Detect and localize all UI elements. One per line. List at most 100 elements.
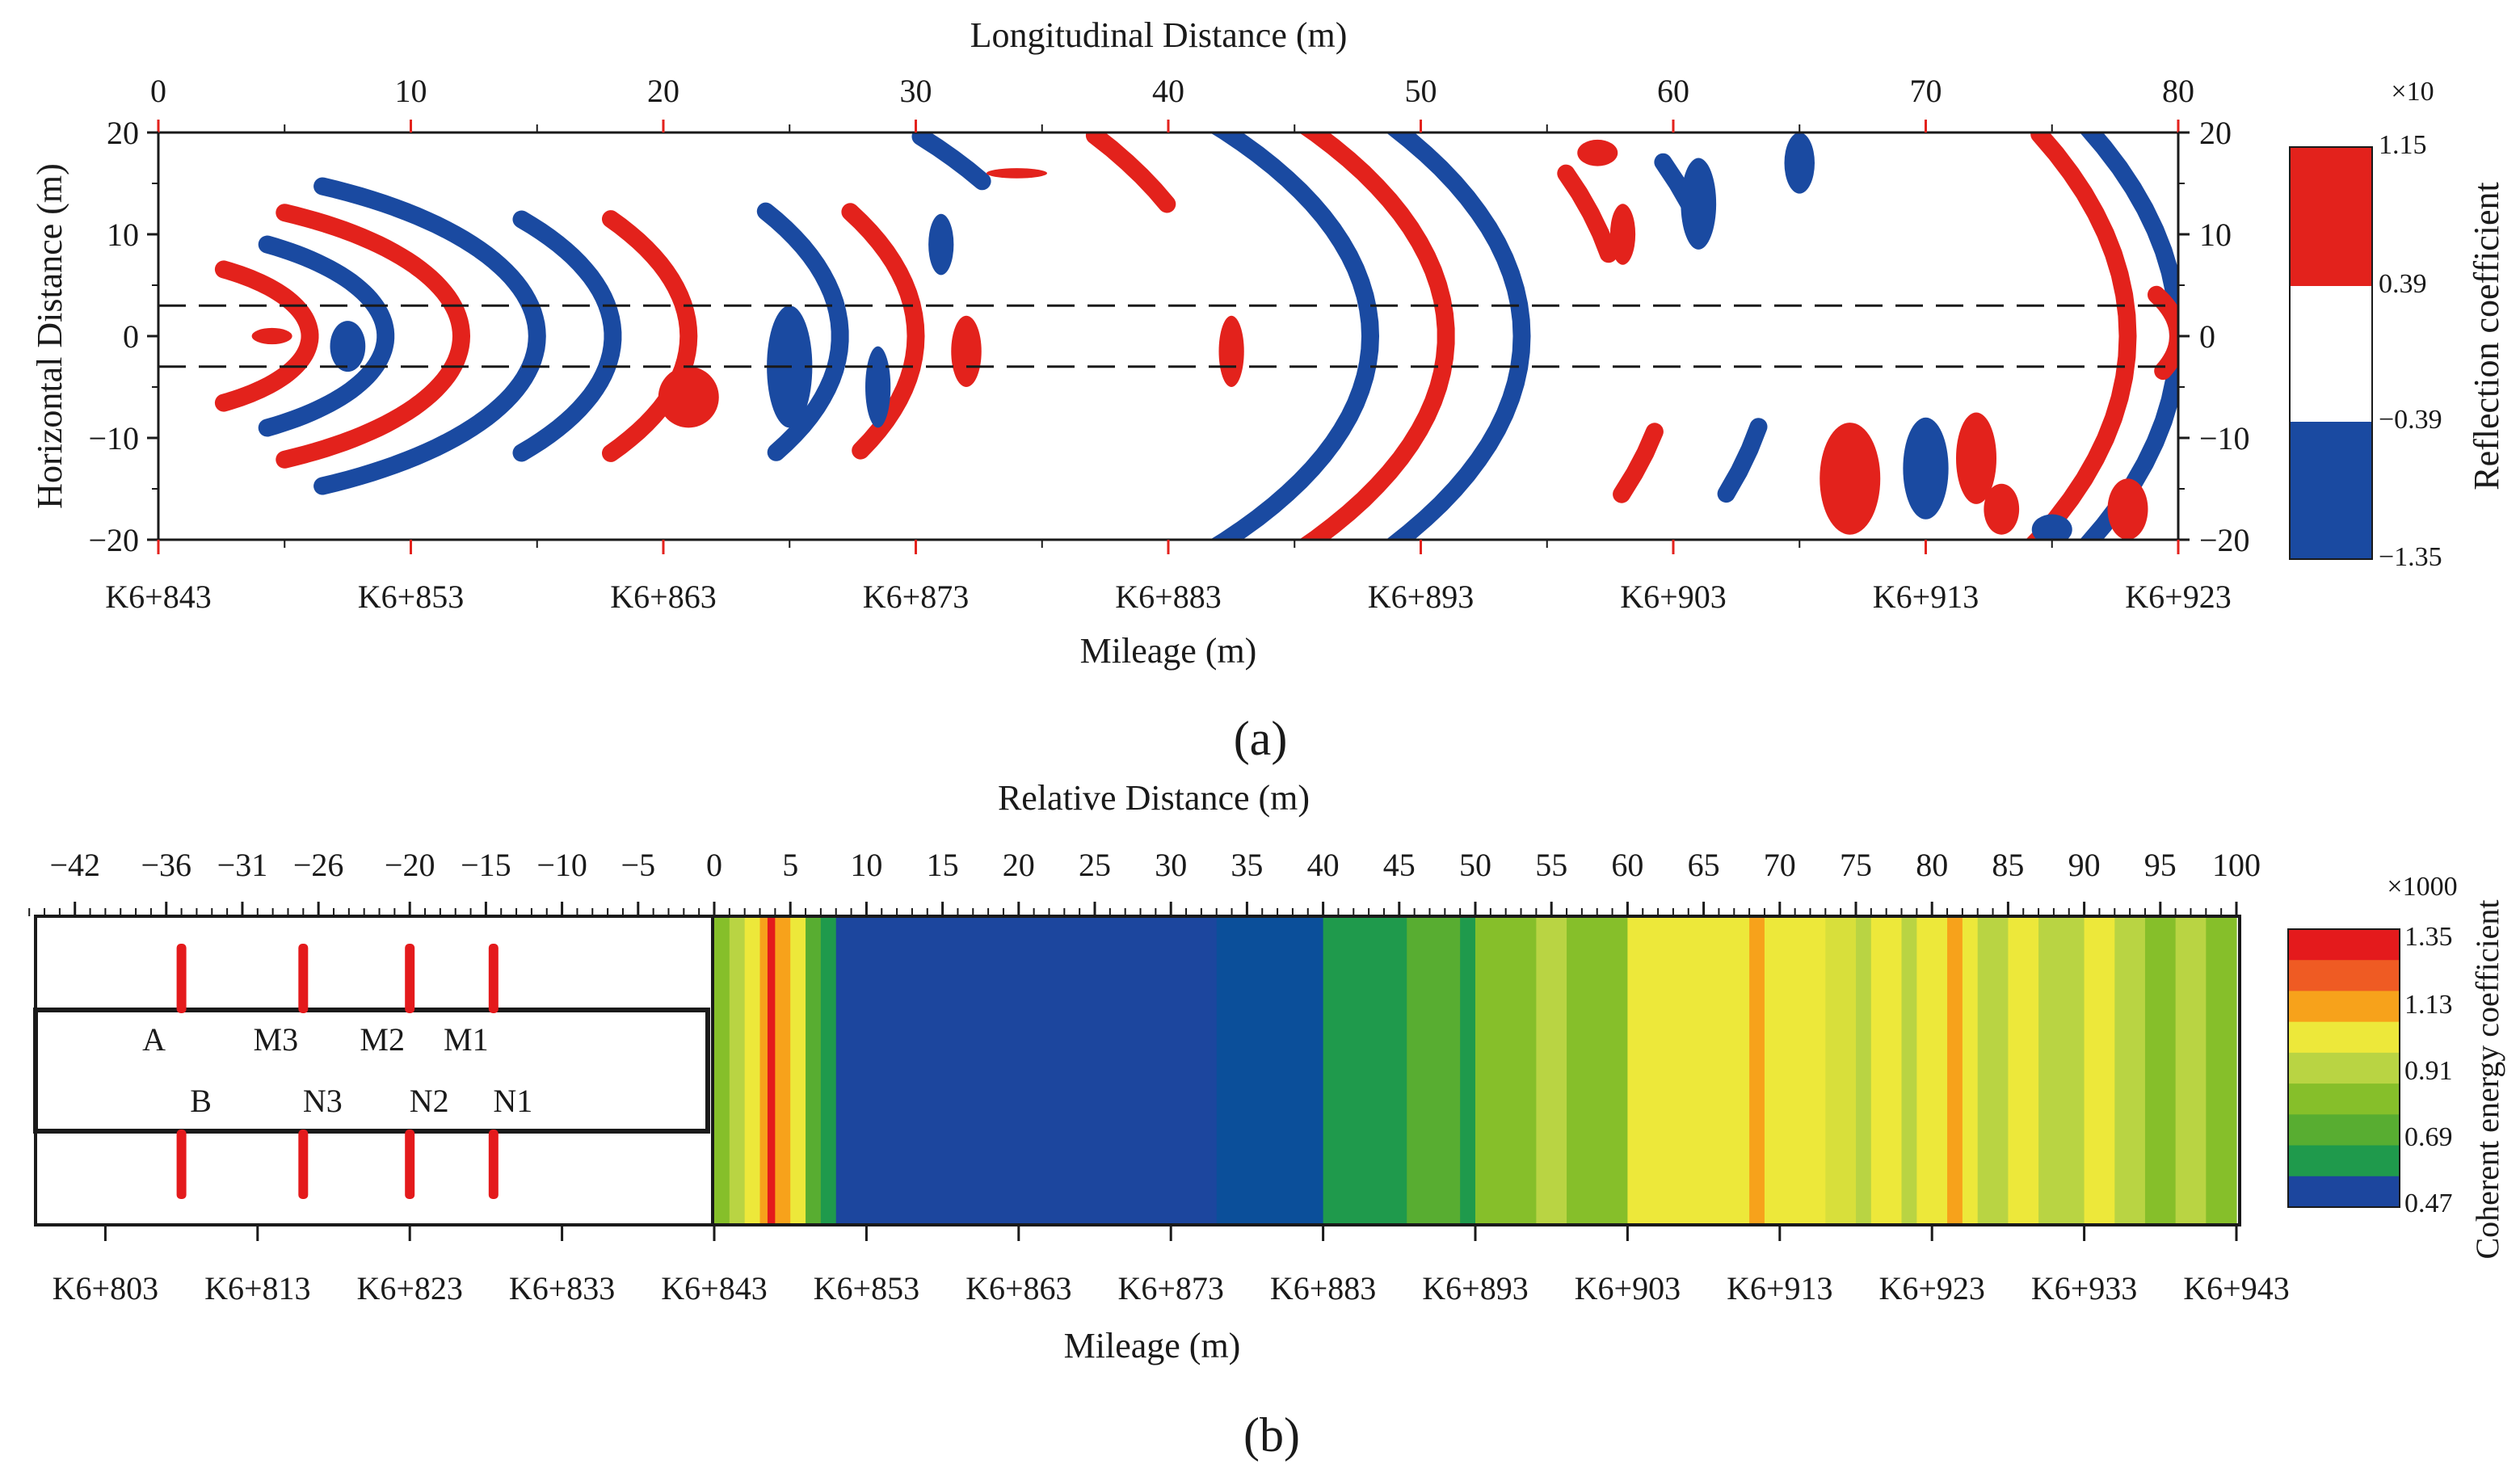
- energy-strip: [1407, 916, 1461, 1225]
- negative-reflection-blob: [1784, 133, 1815, 194]
- sensor-marker-top: [298, 944, 309, 1013]
- energy-strip: [1536, 916, 1567, 1225]
- energy-strip: [1977, 916, 2009, 1225]
- panel-b-label: (b): [1243, 1408, 1300, 1462]
- colorbar-a-tick-label: −1.35: [2379, 542, 2442, 572]
- top-axis-tick-label: −36: [141, 847, 191, 883]
- energy-strip: [2008, 916, 2039, 1225]
- sensor-label-bottom: N2: [410, 1083, 449, 1119]
- top-axis-tick-label: 40: [1152, 73, 1184, 109]
- top-axis-tick-label: 85: [1992, 847, 2024, 883]
- panel-a-title: Longitudinal Distance (m): [970, 15, 1348, 55]
- mileage-axis-tick-label: K6+933: [2031, 1270, 2137, 1306]
- energy-strip: [1475, 916, 1537, 1225]
- positive-reflection-band: [841, 203, 925, 460]
- colorbar-b-swatch: [2288, 1021, 2400, 1054]
- panel-a-colorbar: ×10 1.15 0.39 −0.39 −1.35 Reflection coe…: [2289, 77, 2506, 572]
- sensor-label-top: A: [142, 1021, 166, 1058]
- mileage-axis-tick-label: K6+893: [1368, 579, 1474, 615]
- colorbar-b-swatch: [2288, 991, 2400, 1023]
- positive-reflection-band: [1557, 164, 1618, 263]
- negative-reflection-blob: [865, 346, 891, 428]
- mileage-axis-tick-label: K6+873: [1117, 1270, 1223, 1306]
- colorbar-b-swatch: [2288, 960, 2400, 992]
- mileage-axis-tick-label: K6+813: [204, 1270, 310, 1306]
- tunnel-face-section: [33, 1008, 710, 1134]
- top-axis-tick-label: 0: [150, 73, 166, 109]
- negative-reflection-band: [2213, 272, 2254, 393]
- negative-reflection-band: [258, 235, 395, 437]
- sensor-marker-bottom: [405, 1130, 415, 1199]
- positive-reflection-band: [1613, 423, 1664, 503]
- positive-reflection-blob: [2107, 478, 2148, 540]
- sensor-label-top: M1: [444, 1021, 489, 1058]
- negative-reflection-blob: [1681, 158, 1717, 250]
- top-axis-tick-label: 50: [1459, 847, 1491, 883]
- colorbar-a-multiplier: ×10: [2391, 77, 2434, 107]
- energy-strip: [775, 916, 791, 1225]
- sensor-marker-bottom: [488, 1130, 499, 1199]
- energy-strip: [1901, 916, 1917, 1225]
- y-axis-tick-label-right: 10: [2199, 217, 2232, 253]
- mileage-axis-tick-label: K6+883: [1270, 1270, 1376, 1306]
- energy-strip: [2114, 916, 2146, 1225]
- top-axis-tick-label: −26: [293, 847, 344, 883]
- colorbar-a-tick-label: 0.39: [2379, 269, 2427, 299]
- energy-strip: [744, 916, 761, 1225]
- colorbar-a-tick-label: −0.39: [2379, 405, 2442, 435]
- energy-strip: [767, 916, 776, 1225]
- positive-reflection-band: [1085, 133, 1176, 213]
- panel-b-mileage-axis: K6+803 K6+813 K6+823 K6+833 K6+843 K6+853 K6+8…: [53, 1225, 2290, 1306]
- energy-strip: [1216, 916, 1324, 1225]
- panel-a-x-label: Mileage (m): [1080, 631, 1257, 671]
- panel-a-guide-lines: [158, 304, 2178, 368]
- panel-b-colorbar: ×1000 1.35 1.13 0.91 0.69 0.47 Coherent …: [2287, 872, 2505, 1260]
- energy-strip: [2038, 916, 2085, 1225]
- energy-strip: [1323, 916, 1407, 1225]
- y-axis-tick-label-left: −20: [88, 522, 139, 558]
- colorbar-b-tick-label: 0.91: [2404, 1056, 2453, 1086]
- negative-reflection-band: [1386, 133, 1531, 540]
- energy-strip: [1856, 916, 1872, 1225]
- colorbar-b-tick-label: 0.47: [2404, 1189, 2453, 1218]
- negative-reflection-band: [313, 177, 546, 495]
- top-axis-tick-label: 70: [1764, 847, 1796, 883]
- panel-b-top-axis: −42 −36 −31 −26 −20 −15 −10 −5 0 5 10 15 20 25 30 35 40 4…: [28, 847, 2261, 916]
- negative-reflection-band: [756, 202, 849, 461]
- positive-reflection-blob: [1218, 315, 1244, 387]
- positive-reflection-blob: [1956, 412, 1996, 504]
- panel-a-mileage-axis: K6+843 K6+853 K6+863 K6+873 K6+883 K6+893 K6+9…: [105, 540, 2232, 615]
- top-axis-tick-label: 20: [647, 73, 679, 109]
- colorbar-b-tick-label: 1.13: [2404, 990, 2453, 1020]
- top-axis-tick-label: 30: [1155, 847, 1187, 883]
- colorbar-a-neutral-swatch: [2290, 286, 2372, 422]
- positive-reflection-band: [2026, 133, 2137, 540]
- panel-a-label: (a): [1234, 712, 1288, 765]
- top-axis-tick-label: −15: [461, 847, 511, 883]
- mileage-axis-tick-label: K6+863: [966, 1270, 1071, 1306]
- colorbar-b-swatch: [2288, 929, 2400, 961]
- mileage-axis-tick-label: K6+913: [1727, 1270, 1832, 1306]
- top-axis-tick-label: 100: [2212, 847, 2261, 883]
- positive-reflection-blob: [251, 327, 292, 345]
- panel-b-plot-frame: [34, 915, 2241, 1226]
- panel-a-y-label: Horizontal Distance (m): [30, 163, 69, 509]
- energy-strip: [806, 916, 822, 1225]
- mileage-axis-tick-label: K6+853: [358, 579, 464, 615]
- top-axis-tick-label: 0: [706, 847, 722, 883]
- mileage-axis-tick-label: K6+913: [1873, 579, 1979, 615]
- energy-strip: [1749, 916, 1765, 1225]
- panel-b-chart: Relative Distance (m) A M3 M2 M1 B N3 N2 N1 −42…: [28, 778, 2505, 1462]
- colorbar-b-tick-label: 0.69: [2404, 1122, 2453, 1152]
- sensor-label-top: M3: [254, 1021, 299, 1058]
- energy-strip: [729, 916, 746, 1225]
- negative-reflection-blob: [1903, 417, 1949, 520]
- negative-reflection-band: [1717, 418, 1768, 503]
- energy-strip: [1947, 916, 1963, 1225]
- top-axis-tick-label: 5: [782, 847, 798, 883]
- y-axis-tick-label-right: 20: [2199, 115, 2232, 151]
- panel-a-top-axis: 0 10 20 30 40 50 60 70 80: [150, 73, 2194, 548]
- colorbar-b-label: Coherent energy coefficient: [2469, 900, 2505, 1260]
- top-axis-tick-label: 30: [900, 73, 932, 109]
- negative-reflection-blob: [2031, 514, 2072, 540]
